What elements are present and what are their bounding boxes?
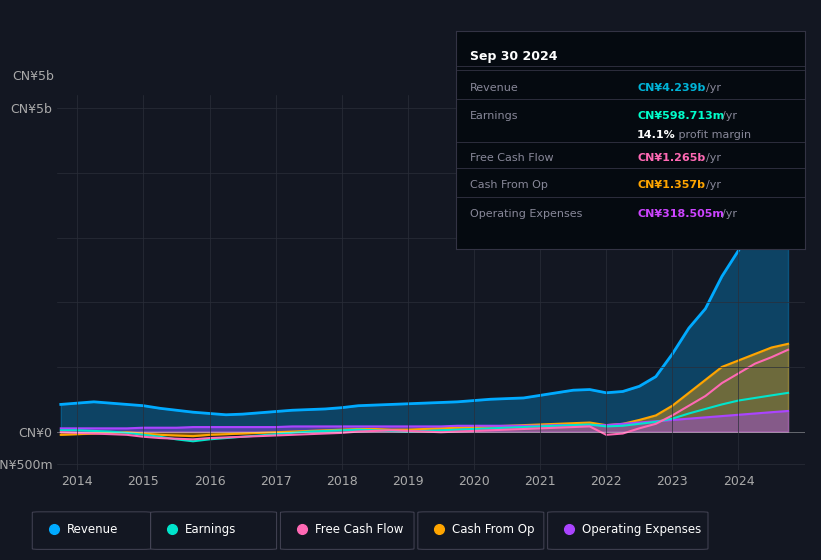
Text: 14.1%: 14.1% (637, 130, 676, 140)
Text: CN¥598.713m: CN¥598.713m (637, 110, 724, 120)
Text: /yr: /yr (722, 209, 736, 219)
Text: Cash From Op: Cash From Op (452, 522, 534, 536)
Text: /yr: /yr (706, 153, 721, 163)
Text: /yr: /yr (706, 83, 721, 93)
Text: Free Cash Flow: Free Cash Flow (314, 522, 403, 536)
Text: Free Cash Flow: Free Cash Flow (470, 153, 553, 163)
Text: Revenue: Revenue (470, 83, 518, 93)
Text: Earnings: Earnings (185, 522, 236, 536)
Text: /yr: /yr (706, 180, 721, 190)
Text: CN¥4.239b: CN¥4.239b (637, 83, 705, 93)
Text: CN¥5b: CN¥5b (12, 70, 54, 83)
Text: profit margin: profit margin (676, 130, 751, 140)
Text: CN¥1.265b: CN¥1.265b (637, 153, 705, 163)
Text: Earnings: Earnings (470, 110, 518, 120)
Text: Cash From Op: Cash From Op (470, 180, 548, 190)
Text: /yr: /yr (722, 110, 736, 120)
Text: Operating Expenses: Operating Expenses (582, 522, 701, 536)
Text: CN¥318.505m: CN¥318.505m (637, 209, 724, 219)
Text: Operating Expenses: Operating Expenses (470, 209, 582, 219)
Text: CN¥1.357b: CN¥1.357b (637, 180, 705, 190)
Text: Revenue: Revenue (67, 522, 118, 536)
Text: Sep 30 2024: Sep 30 2024 (470, 50, 557, 63)
